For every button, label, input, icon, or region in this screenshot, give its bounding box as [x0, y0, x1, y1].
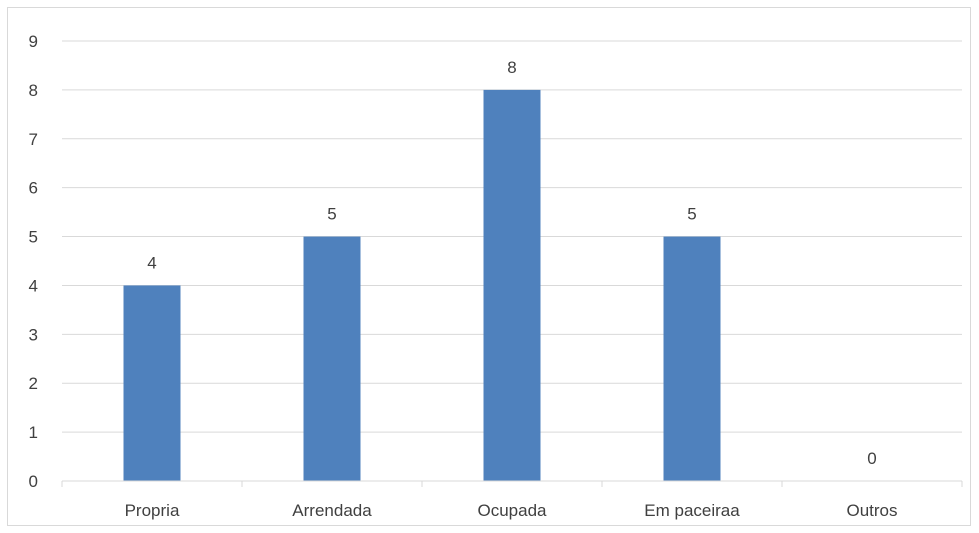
- x-tick-label: Ocupada: [478, 501, 548, 520]
- bar-propria: [123, 285, 181, 481]
- bar-em-paceiraa: [663, 236, 721, 481]
- y-tick-label: 3: [29, 325, 38, 344]
- y-tick-label: 4: [29, 276, 38, 295]
- data-label: 5: [327, 205, 336, 224]
- x-axis-ticks: Propria Arrendada Ocupada Em paceiraa Outros: [125, 501, 898, 520]
- x-axis: [61, 480, 963, 487]
- y-tick-label: 9: [29, 32, 38, 51]
- data-labels: 4 5 8 5 0: [147, 58, 876, 468]
- y-axis-ticks: 0 1 2 3 4 5 6 7 8 9: [29, 32, 38, 491]
- x-tick-label: Arrendada: [292, 501, 372, 520]
- x-tick-label: Outros: [846, 501, 897, 520]
- y-tick-label: 8: [29, 81, 38, 100]
- data-label: 5: [687, 205, 696, 224]
- bar-ocupada: [483, 89, 541, 481]
- y-tick-label: 7: [29, 130, 38, 149]
- data-label: 0: [867, 449, 876, 468]
- y-tick-label: 6: [29, 179, 38, 198]
- data-label: 8: [507, 58, 516, 77]
- x-tick-label: Em paceiraa: [644, 501, 740, 520]
- y-tick-label: 5: [29, 228, 38, 247]
- bars: [123, 89, 721, 481]
- y-tick-label: 2: [29, 374, 38, 393]
- bar-arrendada: [303, 236, 361, 481]
- x-tick-label: Propria: [125, 501, 180, 520]
- y-tick-label: 1: [29, 423, 38, 442]
- data-label: 4: [147, 253, 156, 272]
- y-tick-label: 0: [29, 472, 38, 491]
